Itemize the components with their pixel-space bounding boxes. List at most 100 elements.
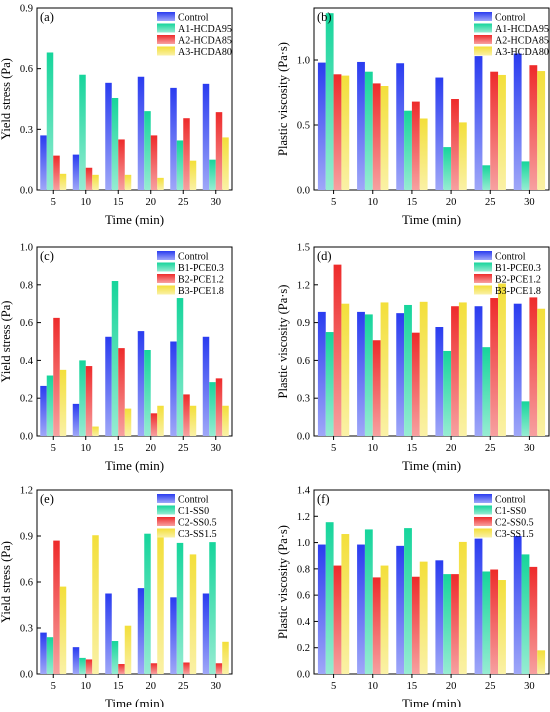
x-tick-label: 5 — [331, 681, 336, 692]
bar-b3-pce1-8-5 — [341, 303, 350, 436]
y-tick-label: 0.6 — [297, 356, 310, 367]
panel-a: 0.0 0.3 0.6 0.9 5 10 15 20 25 30 Time (min) Yield s… — [0, 4, 233, 227]
legend-label: A2-HCDA85 — [178, 36, 232, 47]
bar-c1-ss0-5 — [325, 522, 334, 674]
plot-frame — [36, 246, 233, 437]
bar-b2-pce1-2-15 — [411, 332, 420, 436]
legend-label: Control — [495, 252, 526, 263]
bar-a3-hcda80-30 — [537, 71, 546, 190]
legend-swatch — [157, 23, 175, 33]
y-tick-label: 0.0 — [297, 186, 310, 197]
y-tick-label: 0.0 — [297, 670, 310, 681]
legend-label: C2-SS0.5 — [178, 518, 217, 529]
bar-b2-pce1-2-20 — [451, 306, 459, 436]
y-tick-label: 0.3 — [297, 394, 310, 405]
x-tick-label: 25 — [485, 443, 496, 454]
bar-control-10 — [72, 403, 80, 436]
bar-a2-hcda85-5 — [333, 74, 342, 190]
bar-b1-pce0-3-10 — [79, 360, 86, 436]
y-tick-label: 1.5 — [297, 243, 310, 254]
y-tick-label: 0.6 — [297, 591, 310, 602]
x-tick-label: 15 — [407, 197, 418, 208]
y-tick-label: 0.4 — [20, 356, 34, 367]
panel-label: (a) — [40, 10, 54, 24]
legend-label: A2-HCDA85 — [495, 36, 549, 47]
bar-b3-pce1-8-25 — [498, 283, 506, 436]
bar-a1-hcda95-30 — [209, 159, 216, 190]
bar-control-20 — [435, 560, 444, 674]
x-tick-label: 25 — [485, 681, 496, 692]
x-tick-label: 10 — [81, 197, 92, 208]
x-tick-label: 5 — [51, 443, 56, 454]
x-tick-label: 20 — [446, 681, 457, 692]
bar-c2-ss0-5-10 — [372, 577, 381, 674]
bar-a3-hcda80-25 — [498, 74, 506, 190]
bar-c1-ss0-20 — [144, 533, 151, 674]
panel-label: (c) — [40, 249, 54, 263]
legend-label: C3-SS1.5 — [178, 529, 217, 540]
bar-control-15 — [105, 336, 112, 436]
bar-b3-pce1-8-10 — [92, 426, 99, 436]
legend-label: Control — [178, 495, 209, 506]
y-tick-label: 0.9 — [20, 4, 33, 15]
y-tick-label: 1.0 — [20, 243, 33, 254]
legend-label: B3-PCE1.8 — [495, 286, 541, 297]
bar-c1-ss0-10 — [364, 529, 373, 674]
panel-b: 0.0 0.5 1.0 5 10 15 20 25 30 Time (min) Plastic vi… — [276, 7, 550, 227]
bar-a3-hcda80-10 — [92, 174, 99, 190]
bar-b2-pce1-2-20 — [150, 413, 158, 436]
legend-swatch — [157, 285, 175, 295]
bar-control-10 — [72, 154, 80, 190]
legend-label: C1-SS0 — [178, 506, 209, 517]
bar-a3-hcda80-20 — [157, 177, 164, 190]
bar-c3-ss1-5-25 — [189, 554, 197, 674]
panel-label: (f) — [317, 492, 330, 506]
bar-control-20 — [137, 76, 145, 190]
x-tick-label: 30 — [524, 681, 535, 692]
x-tick-label: 15 — [113, 443, 124, 454]
bar-b1-pce0-3-30 — [521, 401, 530, 436]
legend-label: Control — [178, 13, 209, 24]
panel-label: (b) — [317, 10, 332, 24]
bar-b3-pce1-8-15 — [419, 301, 428, 436]
panel-label: (e) — [40, 492, 54, 506]
x-tick-label: 30 — [524, 197, 535, 208]
legend-label: B1-PCE0.3 — [178, 263, 224, 274]
x-tick-label: 15 — [113, 681, 124, 692]
legend-label: C1-SS0 — [495, 506, 526, 517]
bar-control-25 — [170, 87, 177, 190]
bar-a1-hcda95-25 — [176, 140, 184, 190]
bar-control-15 — [105, 82, 112, 190]
bar-a3-hcda80-5 — [341, 75, 350, 190]
legend-swatch — [157, 528, 175, 538]
bar-a1-hcda95-30 — [521, 161, 530, 190]
bar-c3-ss1-5-10 — [380, 565, 389, 674]
bar-a2-hcda85-30 — [215, 112, 223, 190]
plot-frame — [313, 489, 550, 675]
x-tick-label: 10 — [368, 443, 379, 454]
y-tick-label: 0.0 — [20, 186, 33, 197]
bar-a2-hcda85-25 — [490, 71, 499, 190]
x-tick-label: 10 — [368, 681, 379, 692]
legend-label: Control — [178, 252, 209, 263]
y-tick-label: 1.0 — [297, 538, 310, 549]
bar-control-30 — [202, 83, 210, 190]
y-tick-label: 0.2 — [20, 394, 33, 405]
x-tick-label: 20 — [146, 443, 157, 454]
y-tick-label: 0.6 — [20, 318, 33, 329]
bar-c1-ss0-15 — [404, 528, 412, 674]
bar-b3-pce1-8-20 — [458, 302, 467, 436]
bar-b2-pce1-2-30 — [529, 297, 538, 436]
bar-a1-hcda95-25 — [482, 165, 491, 190]
bar-b3-pce1-8-25 — [189, 405, 197, 436]
bar-c1-ss0-20 — [443, 574, 452, 674]
legend-label: A1-HCDA95 — [178, 24, 232, 35]
bar-b1-pce0-3-5 — [46, 375, 54, 436]
legend-swatch — [474, 517, 492, 526]
bar-control-20 — [137, 588, 145, 674]
legend-swatch — [157, 46, 175, 56]
legend-swatch — [157, 494, 175, 503]
